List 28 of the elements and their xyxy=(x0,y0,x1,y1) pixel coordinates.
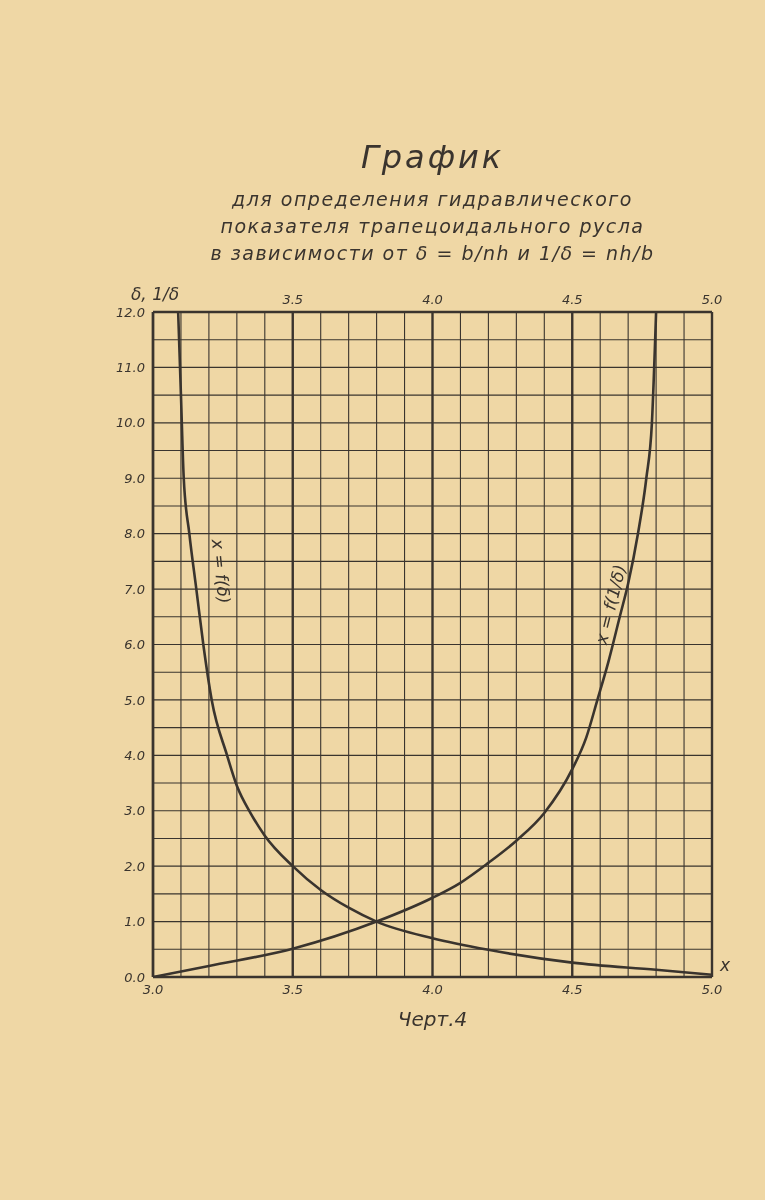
y-tick-label: 0.0 xyxy=(124,969,145,985)
x2-tick-label: 3.5 xyxy=(282,292,304,307)
y-tick-label: 1.0 xyxy=(124,914,145,930)
x2-tick-label: 5.0 xyxy=(701,292,723,307)
x-tick-label: 3.0 xyxy=(142,982,164,998)
y-tick-label: 9.0 xyxy=(124,470,145,486)
x2-tick-label: 4.0 xyxy=(422,292,443,307)
y-tick-label: 6.0 xyxy=(124,637,145,653)
chart-title: График xyxy=(359,138,506,176)
x2-tick-label: 4.5 xyxy=(561,292,583,307)
y-tick-label: 4.0 xyxy=(124,747,145,763)
x-tick-label: 3.5 xyxy=(282,982,304,998)
chart-subtitle: для определения гидравлического показателя трапецоидального русла в зависимости от δ = b/nh и 1/δ = nh/b xyxy=(209,188,656,264)
text: Черт.4 xyxy=(396,1007,469,1031)
y-tick-label: 12.0 xyxy=(116,304,145,320)
y-tick-label: 11.0 xyxy=(116,360,145,376)
y-tick-label: 5.0 xyxy=(124,692,145,708)
x-tick-label: 4.0 xyxy=(422,982,443,998)
x-axis-title: x xyxy=(719,955,731,975)
y-tick-label: 8.0 xyxy=(124,526,145,542)
x-tick-label: 5.0 xyxy=(701,982,723,998)
y-tick-label: 3.0 xyxy=(124,803,145,819)
y-tick-label: 7.0 xyxy=(124,581,145,597)
y-tick-label: 2.0 xyxy=(124,858,145,874)
x-tick-label: 4.5 xyxy=(561,982,583,998)
text: x = f(1/δ) xyxy=(590,562,630,648)
y-axis-title: δ, 1/δ xyxy=(130,284,180,304)
y-tick-label: 10.0 xyxy=(116,415,145,431)
